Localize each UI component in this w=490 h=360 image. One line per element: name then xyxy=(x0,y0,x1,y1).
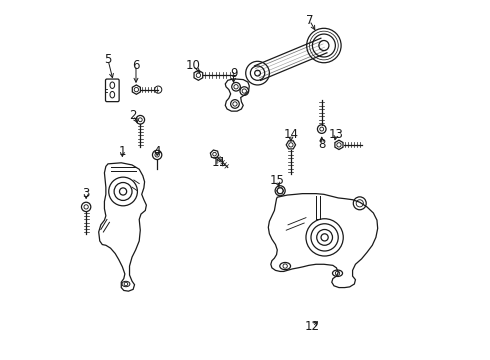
Text: 7: 7 xyxy=(306,14,313,27)
Text: 6: 6 xyxy=(132,59,140,72)
Text: 3: 3 xyxy=(82,187,90,200)
Text: 4: 4 xyxy=(153,145,161,158)
Text: 1: 1 xyxy=(119,145,126,158)
Text: 15: 15 xyxy=(270,174,285,187)
Text: 14: 14 xyxy=(283,127,298,141)
Text: 13: 13 xyxy=(329,127,344,141)
Text: 8: 8 xyxy=(318,138,325,151)
Text: 2: 2 xyxy=(129,109,137,122)
Text: 5: 5 xyxy=(104,53,112,66)
Text: 9: 9 xyxy=(230,67,237,80)
Text: 11: 11 xyxy=(211,156,226,169)
Text: 10: 10 xyxy=(186,59,200,72)
Text: 12: 12 xyxy=(305,320,320,333)
